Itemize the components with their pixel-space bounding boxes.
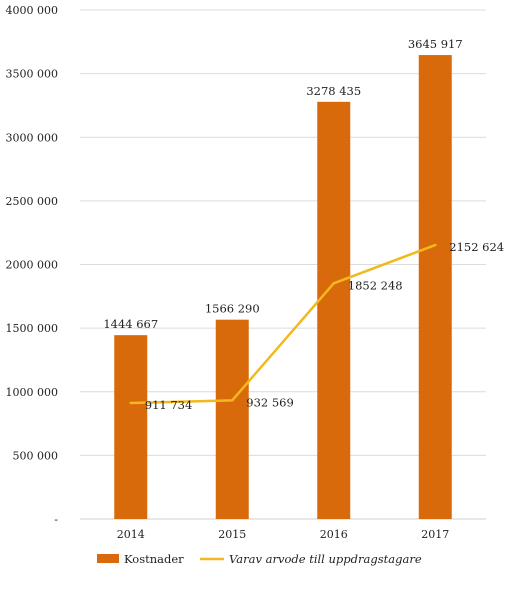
y-tick-label: 2000 000: [6, 259, 59, 272]
line-series: [129, 243, 437, 405]
line-point-2014: [129, 401, 132, 405]
bar-2014: [114, 335, 148, 519]
legend-swatch-bar: [97, 554, 119, 563]
y-axis-tick-labels: - 500 000 1000 000 1500 000 2000 000 2500 000…: [6, 4, 59, 526]
y-tick-label: 500 000: [13, 449, 59, 462]
bar-2017: [418, 55, 452, 519]
y-tick-label: 2500 000: [6, 195, 59, 208]
data-labels: 1444 667 1566 290 3278 435 3645 917 911 734 9…: [103, 37, 504, 412]
x-tick-label: 2015: [218, 528, 246, 541]
bar-data-label: 3645 917: [408, 37, 463, 51]
bar-2015: [215, 319, 249, 519]
line-data-label: 2152 624: [449, 240, 504, 254]
bar-data-label: 1444 667: [103, 317, 158, 331]
line-data-label: 1852 248: [348, 278, 403, 292]
x-axis-tick-labels: 2014 2015 2016 2017: [117, 528, 450, 541]
y-tick-label: 3500 000: [6, 68, 59, 81]
y-tick-label: 4000 000: [6, 4, 59, 17]
x-tick-label: 2014: [117, 528, 145, 541]
line-point-2017: [434, 243, 437, 247]
y-tick-label: 1000 000: [6, 386, 59, 399]
y-tick-label: 3000 000: [6, 131, 59, 144]
gridlines: [80, 9, 486, 520]
legend-label: Kostnader: [124, 552, 184, 566]
x-tick-label: 2016: [320, 528, 348, 541]
line-data-label: 911 734: [145, 398, 193, 412]
y-tick-label: 1500 000: [6, 322, 59, 335]
line-series-path: [129, 243, 437, 405]
bar-data-label: 3278 435: [306, 84, 361, 98]
y-tick-label: -: [54, 513, 58, 526]
legend: Kostnader Varav arvode till uppdragstagar…: [97, 552, 422, 566]
line-data-label: 932 569: [246, 395, 294, 409]
bar-series: [114, 55, 452, 519]
bar-2016: [317, 101, 351, 519]
line-point-2016: [332, 282, 335, 285]
x-tick-label: 2017: [421, 528, 449, 541]
line-point-2015: [231, 399, 234, 402]
legend-label: Varav arvode till uppdragstagare: [229, 552, 422, 566]
bar-data-label: 1566 290: [205, 302, 260, 316]
